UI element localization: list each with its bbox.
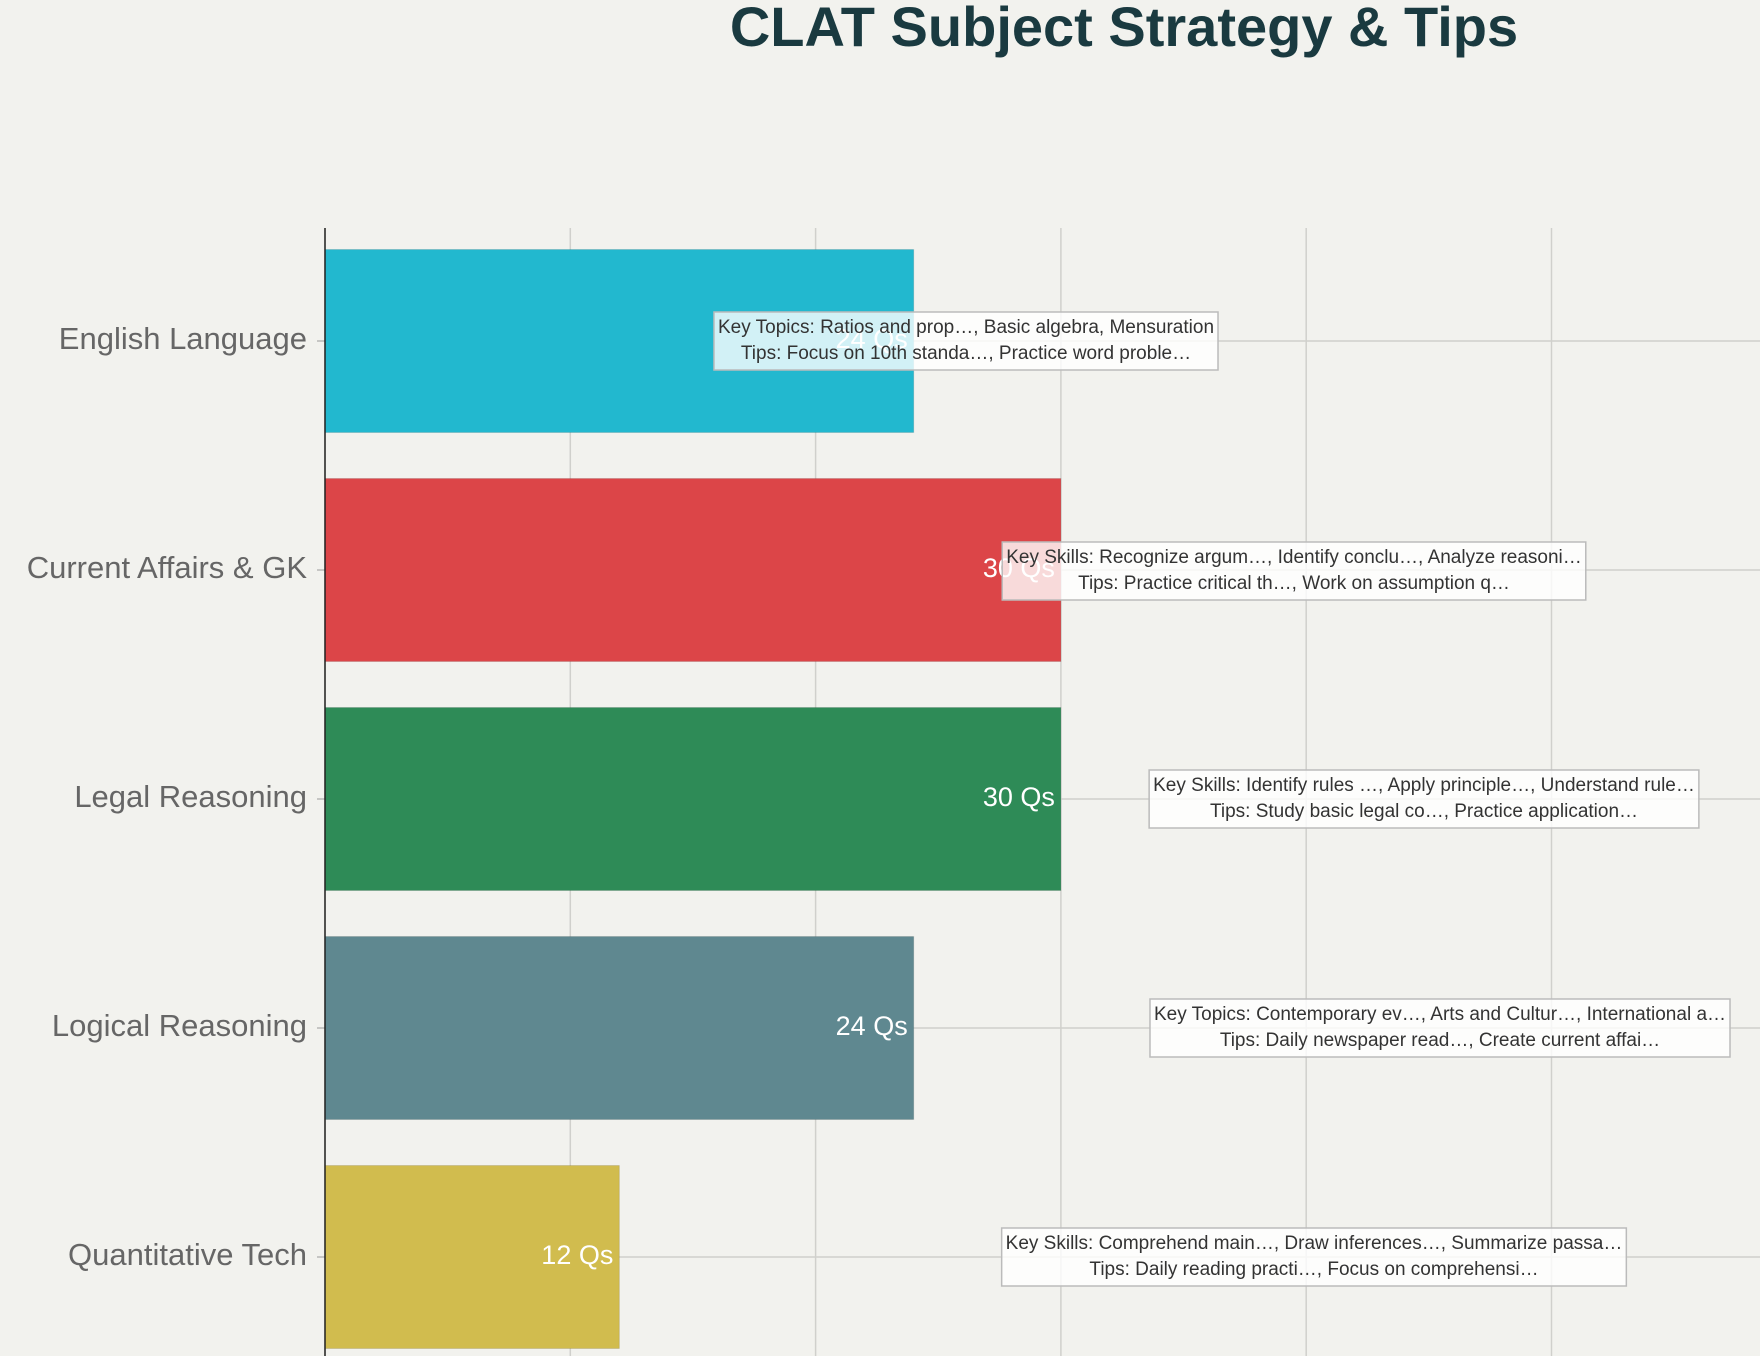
- annotation-text: Key Topics: Ratios and prop…, Basic alge…: [718, 317, 1214, 338]
- annotation-text: Key Skills: Recognize argum…, Identify c…: [1006, 547, 1582, 568]
- annotation-box: [1000, 1227, 1628, 1287]
- annotation: Key Skills: Identify rules …, Apply prin…: [1148, 769, 1700, 829]
- annotation-box: [1148, 769, 1700, 829]
- annotation-text: Key Skills: Comprehend main…, Draw infer…: [1006, 1233, 1623, 1254]
- bar: [324, 1165, 620, 1349]
- y-tick-label: Legal Reasoning: [74, 779, 307, 814]
- value-label: 30 Qs: [983, 782, 1055, 812]
- value-label: 24 Qs: [836, 1011, 908, 1041]
- bar: [324, 478, 1062, 662]
- annotation: Key Skills: Comprehend main…, Draw infer…: [1000, 1227, 1628, 1287]
- y-tick-label: Logical Reasoning: [52, 1008, 307, 1043]
- annotation-box: [1149, 998, 1731, 1058]
- annotation-text: Tips: Focus on 10th standa…, Practice wo…: [741, 343, 1191, 364]
- y-tick-label: Current Affairs & GK: [27, 550, 308, 585]
- annotation: Key Skills: Recognize argum…, Identify c…: [1001, 541, 1587, 601]
- y-tick-label: English Language: [59, 321, 307, 356]
- annotation: Key Topics: Contemporary ev…, Arts and C…: [1149, 998, 1731, 1058]
- bar: [324, 707, 1062, 891]
- y-tick-label: Quantitative Tech: [68, 1237, 307, 1272]
- annotation-text: Tips: Practice critical th…, Work on ass…: [1078, 573, 1510, 594]
- annotation-box: [713, 311, 1219, 371]
- annotation: Key Topics: Ratios and prop…, Basic alge…: [713, 311, 1219, 371]
- annotation-text: Tips: Daily reading practi…, Focus on co…: [1089, 1259, 1538, 1280]
- annotation-text: Key Skills: Identify rules …, Apply prin…: [1153, 775, 1695, 796]
- annotation-text: Tips: Study basic legal co…, Practice ap…: [1210, 801, 1638, 822]
- chart-title: CLAT Subject Strategy & Tips: [730, 0, 1518, 58]
- annotation-text: Tips: Daily newspaper read…, Create curr…: [1220, 1030, 1660, 1051]
- annotation-box: [1001, 541, 1587, 601]
- value-label: 12 Qs: [541, 1240, 613, 1270]
- bar: [324, 936, 915, 1120]
- annotation-text: Key Topics: Contemporary ev…, Arts and C…: [1154, 1004, 1726, 1025]
